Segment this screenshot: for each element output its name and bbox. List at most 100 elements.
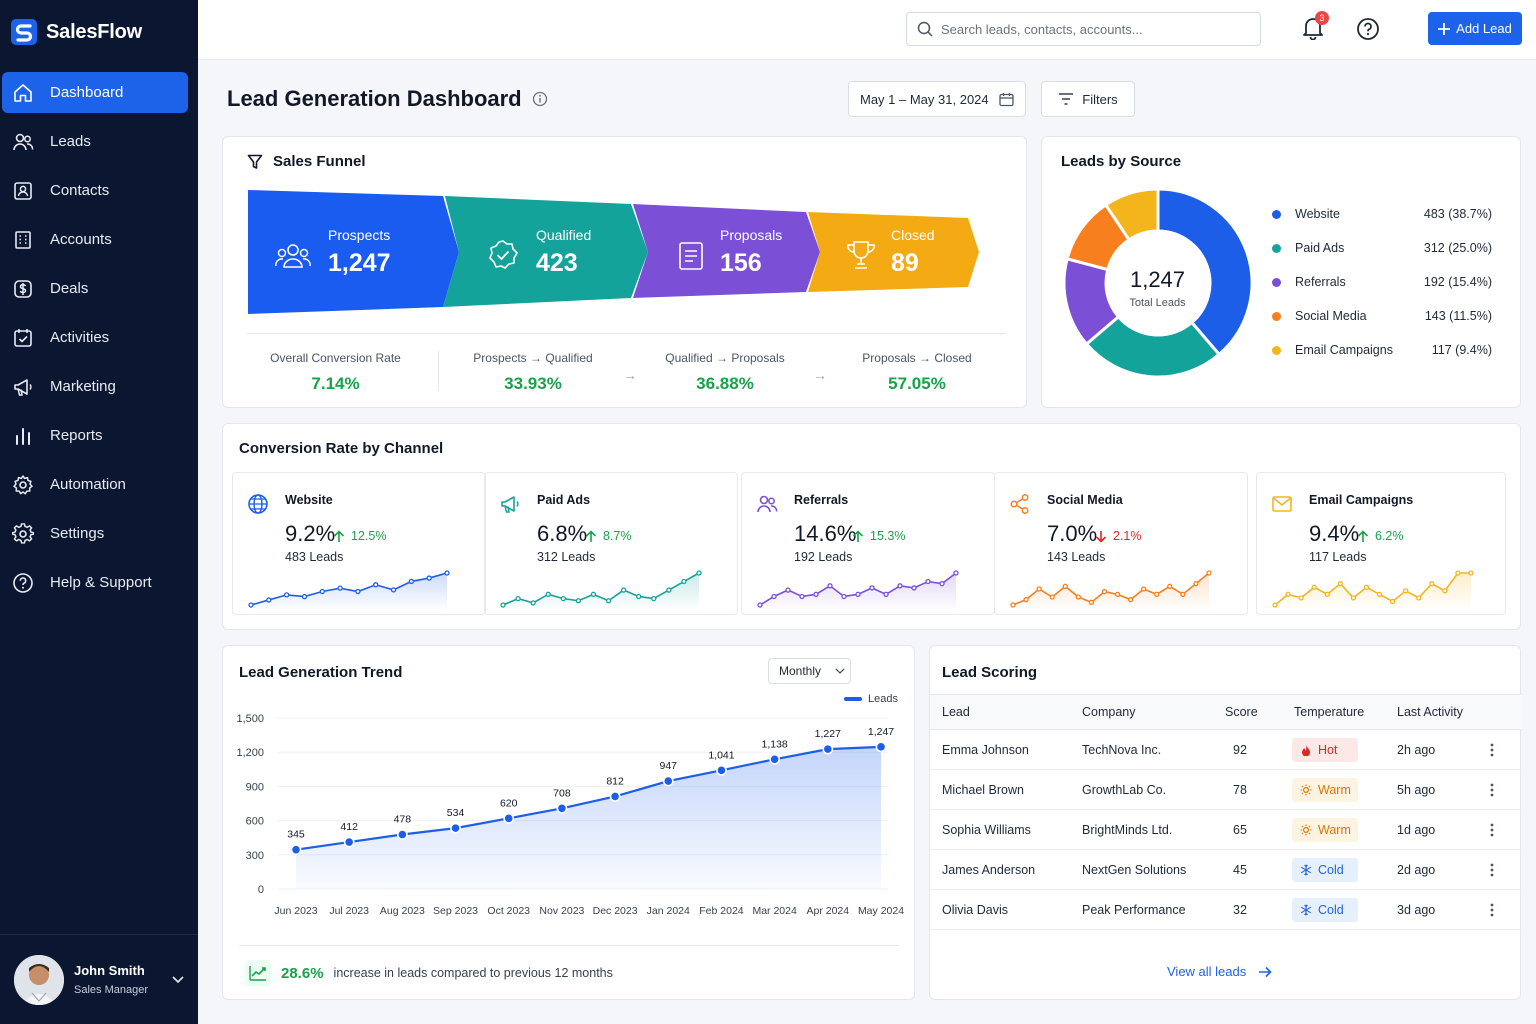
legend-item[interactable]: Website 483 (38.7%) [1272,207,1492,221]
sparkline-point [1337,581,1343,587]
plus-icon [1438,22,1451,35]
period-select[interactable]: Monthly [768,658,851,684]
channel-social-media[interactable]: Social Media 7.0% 2.1% 143 Leads [994,472,1248,615]
table-row[interactable]: Emma Johnson TechNova Inc. 92 Hot 2h ago [930,730,1522,770]
column-header-score[interactable]: Score [1225,705,1258,719]
channel-website[interactable]: Website 9.2% 12.5% 483 Leads [232,472,486,615]
sidebar-item-label: Reports [50,427,103,444]
channel-referrals[interactable]: Referrals 14.6% 15.3% 192 Leads [741,472,995,615]
funnel-stage-qualified-shape[interactable] [443,196,648,307]
table-row[interactable]: Olivia Davis Peak Performance 32 Cold 3d ago [930,890,1522,930]
sidebar-item-contacts[interactable]: Contacts [2,170,188,211]
brand[interactable]: SalesFlow [0,0,198,64]
funnel-stage-closed-shape[interactable] [808,212,979,292]
trend-point[interactable] [662,775,674,787]
search-input[interactable] [941,21,1241,37]
trend-up-icon [245,960,271,986]
sparkline-point [771,593,777,600]
legend-item[interactable]: Social Media 143 (11.5%) [1272,309,1492,323]
sidebar-item-settings[interactable]: Settings [2,513,188,554]
sidebar-item-help-support[interactable]: Help & Support [2,562,188,603]
sidebar-item-accounts[interactable]: Accounts [2,219,188,260]
sparkline-point [515,595,521,602]
filters-button[interactable]: Filters [1041,81,1135,117]
sidebar-item-reports[interactable]: Reports [2,415,188,456]
trend-point[interactable] [343,836,355,848]
more-options-icon[interactable] [1490,810,1494,849]
chevron-down-icon[interactable] [172,975,184,984]
trend-point[interactable] [769,753,781,765]
trend-point[interactable] [822,743,834,755]
add-lead-button[interactable]: Add Lead [1428,12,1522,45]
trend-point[interactable] [716,764,727,776]
funnel-stage-prospects-shape[interactable] [248,190,459,314]
trend-point[interactable] [875,741,887,753]
trend-point[interactable] [609,791,621,802]
trend-summary: 28.6% increase in leads compared to prev… [245,960,613,986]
lead-name[interactable]: James Anderson [942,862,1036,877]
page-title-text: Lead Generation Dashboard [227,86,522,111]
period-select-value: Monthly [779,664,822,678]
globe-icon [248,494,268,514]
sparkline-point [1114,591,1121,597]
stage-label: Qualified [536,227,592,243]
info-icon[interactable] [532,91,548,107]
legend-item[interactable]: Referrals 192 (15.4%) [1272,275,1492,289]
temperature-cell: Warm [1292,770,1358,809]
lead-name[interactable]: Sophia Williams [942,822,1031,837]
lead-name[interactable]: Emma Johnson [942,742,1029,757]
donut-slice-paid-ads[interactable] [1084,314,1222,379]
column-header-last-activity[interactable]: Last Activity [1397,705,1463,719]
more-options-icon[interactable] [1490,850,1494,889]
user-avatar-icon [14,954,64,1005]
channel-email-campaigns[interactable]: Email Campaigns 9.4% 6.2% 117 Leads [1256,472,1506,615]
view-all-leads-link[interactable]: View all leads [1167,964,1272,979]
table-row[interactable]: Sophia Williams BrightMinds Ltd. 65 Warm 1d … [930,810,1522,850]
trend-point[interactable] [503,812,515,824]
scoring-title: Lead Scoring [942,664,1038,681]
help-icon [13,572,33,593]
sidebar-item-label: Automation [50,476,126,493]
y-tick-label: 1,200 [236,747,264,759]
more-options-icon[interactable] [1490,890,1494,929]
sidebar-item-leads[interactable]: Leads [2,121,188,162]
avatar[interactable] [14,954,64,1005]
search-box[interactable] [906,12,1261,46]
trend-point[interactable] [450,822,461,834]
sidebar-item-deals[interactable]: Deals [2,268,188,309]
sidebar-item-activities[interactable]: Activities [2,317,188,358]
sparkline-point [883,591,889,597]
lead-name[interactable]: Olivia Davis [942,902,1008,917]
table-row[interactable]: Michael Brown GrowthLab Co. 78 Warm 5h ago [930,770,1522,810]
lead-name[interactable]: Michael Brown [942,782,1024,797]
legend-item[interactable]: Paid Ads 312 (25.0%) [1272,241,1492,255]
sparkline-point [1403,588,1409,594]
sidebar-item-marketing[interactable]: Marketing [2,366,188,407]
lead-trend-card: Lead Generation Trend Monthly Leads 0 300… [222,645,915,1000]
sidebar-item-automation[interactable]: Automation [2,464,188,505]
legend-value: 143 (11.5%) [1424,309,1492,323]
trend-point[interactable] [290,844,302,856]
trend-point[interactable] [396,829,408,840]
more-options-icon[interactable] [1490,730,1494,769]
user-profile[interactable]: John Smith Sales Manager [0,934,198,1024]
kebab-dots [1490,863,1494,876]
channel-paid-ads[interactable]: Paid Ads 6.8% 8.7% 312 Leads [484,472,738,615]
column-header-lead[interactable]: Lead [942,705,970,719]
column-header-temperature[interactable]: Temperature [1294,705,1365,719]
legend-item[interactable]: Email Campaigns 117 (9.4%) [1272,343,1492,357]
sparkline-point [248,602,254,608]
channel-delta: 12.5% [333,529,386,543]
channel-delta: 15.3% [852,529,905,543]
trend-point[interactable] [556,802,568,814]
date-range-picker[interactable]: May 1 – May 31, 2024 [848,81,1026,117]
legend-dot [1272,243,1281,253]
funnel-stage-proposals-shape[interactable] [633,204,820,298]
donut-slice-website[interactable] [1156,187,1254,357]
more-options-icon[interactable] [1490,770,1494,809]
sidebar-item-dashboard[interactable]: Dashboard [2,72,188,113]
column-header-company[interactable]: Company [1082,705,1136,719]
help-icon[interactable] [1356,17,1380,41]
table-row[interactable]: James Anderson NextGen Solutions 45 Cold 2d … [930,850,1522,890]
donut-slice-email-campaigns[interactable] [1103,187,1160,242]
